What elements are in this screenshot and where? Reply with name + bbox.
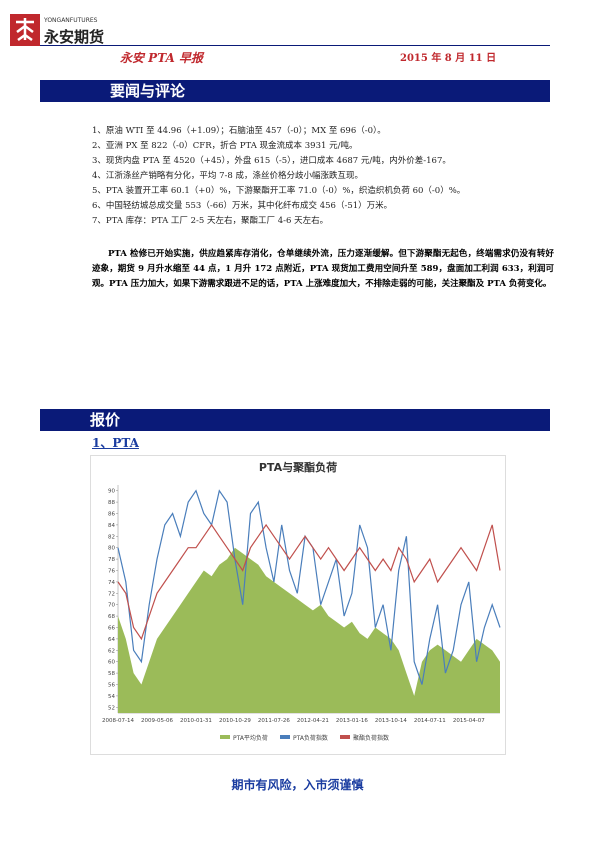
x-tick-label: 2009-05-06 [141, 718, 173, 724]
y-tick-label: 52 [108, 705, 115, 711]
area [118, 547, 500, 713]
y-tick-label: 90 [108, 489, 115, 495]
y-tick-label: 82 [108, 534, 115, 540]
footer: 期市有风险，入市须谨慎 [231, 778, 364, 792]
line [117, 523, 501, 641]
y-tick-label: 58 [108, 671, 115, 677]
y-tick-label: 60 [108, 660, 115, 666]
y-tick-label: 88 [108, 500, 115, 506]
news-item: 4、江浙涤丝产销略有分化，平均 7-8 成，涤丝价格分歧小幅涨跌互现。 [92, 171, 364, 181]
x-tick-label: 2010-10-29 [219, 718, 251, 724]
y-tick-label: 54 [108, 694, 115, 700]
section-bar: 报价 [40, 409, 550, 431]
chart: PTA与聚酯负荷 52 54 56 58 60 62 64 66 68 70 72 74 76 78 80 8… [90, 455, 506, 755]
x-tick-label: 2010-01-31 [180, 718, 212, 724]
news-item: 2、亚洲 PX 至 822（-0）CFR，折合 PTA 现金流成本 3931 元… [92, 141, 358, 151]
news-item: 3、现货内盘 PTA 至 4520（+45），外盘 615（-5），进口成本 4… [92, 156, 451, 166]
y-tick-label: 76 [108, 569, 115, 575]
x-tick-label: 2013-01-16 [336, 718, 368, 724]
y-tick-label: 84 [108, 523, 115, 529]
y-tick-label: 72 [108, 591, 115, 597]
x-tick-label: 2012-04-21 [297, 718, 329, 724]
legend-swatch [280, 735, 290, 739]
y-tick-label: 78 [108, 557, 115, 563]
x-tick-label: 2013-10-14 [375, 718, 407, 724]
y-tick-label: 86 [108, 512, 115, 518]
legend-swatch [340, 735, 350, 739]
comment: PTA 检修已开始实施，供应趋紧库存消化，仓单继续外流，压力逐渐缓解。但下游聚酯… [92, 249, 554, 289]
logo: YONGANFUTURES 永安期货 [10, 14, 104, 46]
news-item: 5、PTA 装置开工率 60.1（+0）%，下游聚酯开工率 71.0（-0）%，… [92, 186, 466, 196]
logo-glyph [16, 18, 34, 42]
header-rule [40, 45, 550, 46]
logo-en: YONGANFUTURES [43, 17, 98, 24]
x-tick-label: 2008-07-14 [102, 718, 134, 724]
x-tick-label: 2015-04-07 [453, 718, 485, 724]
y-tick-label: 56 [108, 683, 115, 689]
section-bar: 要闻与评论 [40, 80, 550, 102]
y-tick-label: 80 [108, 546, 115, 552]
y-tick-label: 62 [108, 648, 115, 654]
y-tick-label: 66 [108, 626, 115, 632]
legend-label: PTA平均负荷 [233, 734, 268, 742]
legend-label: 聚酯负荷指数 [353, 734, 389, 742]
report-date: 2015 年 8 月 11 日 [400, 53, 497, 64]
chart-title: PTA与聚酯负荷 [259, 460, 337, 474]
news-list: 1、原油 WTI 至 44.96（+1.09）；石脑油至 457（-0）；MX … [92, 124, 552, 229]
legend-swatch [220, 735, 230, 739]
legend-label: PTA负荷指数 [293, 734, 328, 742]
x-tick-label: 2014-07-11 [414, 718, 446, 724]
subsection-title: 1、PTA [92, 436, 139, 450]
y-tick-label: 70 [108, 603, 115, 609]
news-item: 1、原油 WTI 至 44.96（+1.09）；石脑油至 457（-0）；MX … [92, 126, 386, 136]
y-tick-label: 74 [108, 580, 115, 586]
report-title: 永安 PTA 早报 [120, 51, 203, 65]
x-tick-label: 2011-07-26 [258, 718, 290, 724]
logo-cn: 永安期货 [43, 28, 104, 46]
section-title: 报价 [90, 411, 121, 429]
section-title: 要闻与评论 [110, 82, 186, 100]
news-item: 7、PTA 库存：PTA 工厂 2-5 天左右，聚酯工厂 4-6 天左右。 [92, 216, 329, 226]
news-item: 6、中国轻纺城总成交量 553（-66）万米，其中化纤布成交 456（-51）万… [92, 201, 393, 211]
y-tick-label: 64 [108, 637, 115, 643]
y-tick-label: 68 [108, 614, 115, 620]
